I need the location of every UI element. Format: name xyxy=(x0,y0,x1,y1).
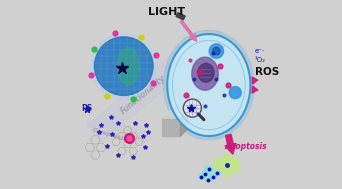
Ellipse shape xyxy=(163,30,254,140)
Ellipse shape xyxy=(167,34,250,136)
Ellipse shape xyxy=(214,170,221,175)
Circle shape xyxy=(223,153,230,160)
FancyArrowPatch shape xyxy=(87,116,148,146)
Text: LIGHT: LIGHT xyxy=(148,7,185,17)
Ellipse shape xyxy=(205,177,211,182)
Text: Apoptosis: Apoptosis xyxy=(224,142,267,151)
Text: ¹O₂: ¹O₂ xyxy=(254,57,265,63)
Ellipse shape xyxy=(204,166,213,172)
FancyArrowPatch shape xyxy=(87,46,197,143)
FancyArrowPatch shape xyxy=(252,77,258,84)
Ellipse shape xyxy=(216,157,237,174)
Circle shape xyxy=(223,170,230,177)
Polygon shape xyxy=(162,118,181,136)
FancyArrowPatch shape xyxy=(225,134,236,154)
Circle shape xyxy=(209,44,224,58)
Circle shape xyxy=(94,37,153,95)
Circle shape xyxy=(91,33,156,99)
Circle shape xyxy=(229,87,241,99)
FancyArrowPatch shape xyxy=(180,20,197,41)
Text: ROS: ROS xyxy=(255,67,279,77)
Ellipse shape xyxy=(192,57,218,90)
FancyArrowPatch shape xyxy=(252,86,258,93)
Circle shape xyxy=(213,166,220,173)
Circle shape xyxy=(233,166,240,173)
Ellipse shape xyxy=(201,171,209,176)
Ellipse shape xyxy=(198,175,204,179)
Polygon shape xyxy=(181,111,188,136)
Ellipse shape xyxy=(198,63,214,82)
Ellipse shape xyxy=(209,174,216,179)
Polygon shape xyxy=(162,111,188,118)
Text: Complexity: Complexity xyxy=(92,127,131,143)
Bar xyxy=(176,13,185,20)
Ellipse shape xyxy=(118,47,140,85)
Text: e⁻·: e⁻· xyxy=(255,48,265,54)
Circle shape xyxy=(183,99,201,117)
Circle shape xyxy=(213,158,220,164)
Circle shape xyxy=(233,158,240,164)
Circle shape xyxy=(213,47,220,55)
Text: PS: PS xyxy=(81,104,92,113)
Text: Functionality: Functionality xyxy=(119,73,168,116)
